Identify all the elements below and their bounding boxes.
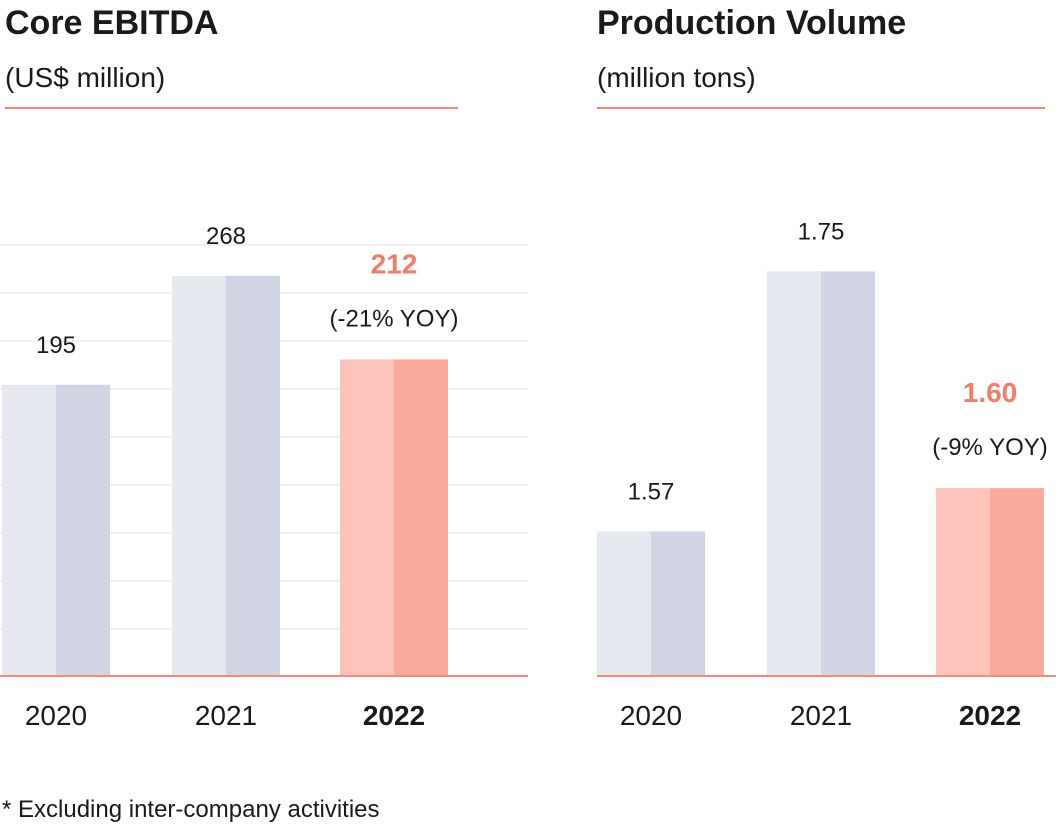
data-label: 1.57 [628,478,675,505]
bar-2021-right [821,271,875,676]
production-volume-bar-chart: 1.57 2020 1.75 2021 1.60 (-9% YOY) 2022 [597,218,1056,731]
bar-2020-left [597,531,651,676]
chart-title: Core EBITDA [5,4,219,42]
chart-subtitle: (US$ million) [5,62,166,93]
yoy-annotation: (-9% YOY) [932,434,1048,461]
title-divider [597,107,1045,109]
bar-2022-left [340,359,394,676]
bar-2022-right [990,488,1044,676]
ebitda-bar-chart: 195 2020 268 2021 212 (-21% YOY) 2022 [0,223,528,731]
title-divider [5,107,458,109]
data-label: 1.60 [963,377,1018,408]
x-tick-label: 2020 [25,700,87,731]
bar-2021-left [172,275,226,676]
chart-title: Production Volume [597,4,907,42]
x-tick-label: 2021 [790,700,852,731]
bar-2022-left [936,488,990,676]
bar-2020-right [651,531,705,676]
x-tick-label: 2022 [959,700,1021,731]
chart-subtitle: (million tons) [597,62,756,93]
bar-2022-right [394,359,448,676]
bar-2020-left [2,384,56,676]
bar-2020-right [56,384,110,676]
data-label: 212 [371,248,418,279]
footnote: * Excluding inter-company activities [2,796,380,823]
data-label: 1.75 [798,218,845,245]
bar-2021-left [767,271,821,676]
yoy-annotation: (-21% YOY) [330,305,459,332]
data-label: 195 [36,332,76,359]
x-tick-label: 2022 [363,700,425,731]
x-tick-label: 2020 [620,700,682,731]
x-tick-label: 2021 [195,700,257,731]
bar-2021-right [226,275,280,676]
data-label: 268 [206,223,246,250]
